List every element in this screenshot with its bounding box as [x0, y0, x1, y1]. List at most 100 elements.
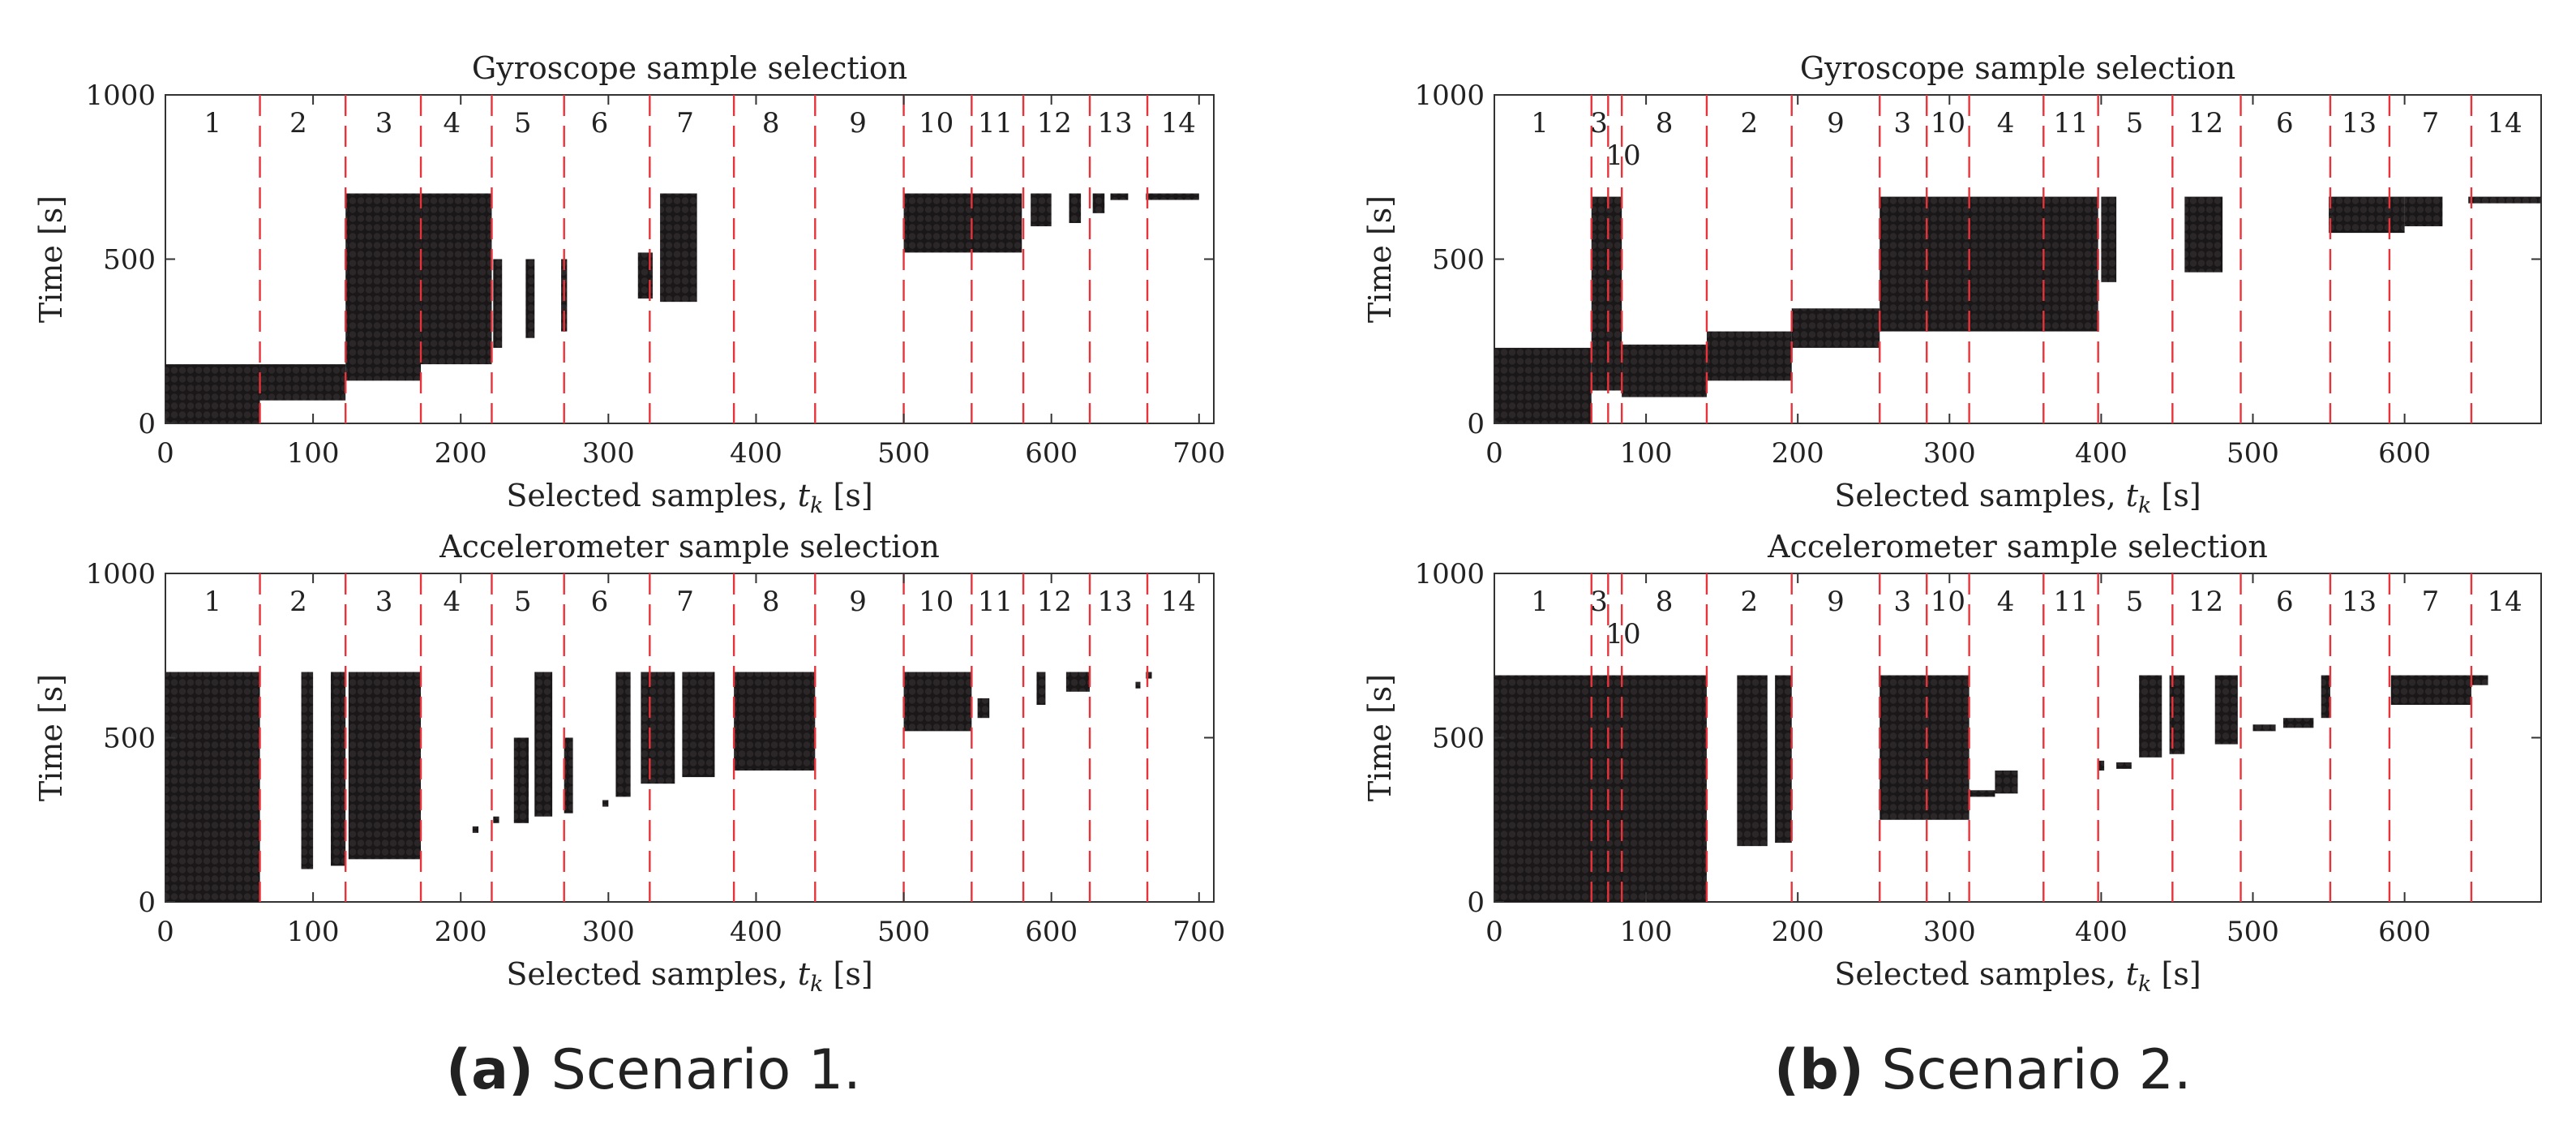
segment-label: 9	[1827, 107, 1845, 140]
chart-title: Gyroscope sample selection	[1800, 50, 2235, 86]
scenario1-gyroscope-panel: 1 2 3 4 5 6 7 8 9 10 11 12 13 140 100 200 300 400 500 600 70…	[33, 50, 1225, 518]
y-tick-label: 1000	[85, 79, 156, 112]
x-tick-label: 300	[582, 437, 635, 470]
sample-block	[2468, 196, 2541, 204]
sample-block	[903, 193, 1022, 253]
sample-block	[493, 259, 503, 348]
x-axis-label: Selected samples, tk [s]	[506, 478, 872, 518]
sample-block	[1622, 344, 1707, 397]
chart-title: Accelerometer sample selection	[1767, 529, 2268, 565]
sample-block	[1591, 196, 1622, 391]
segment-label: 8	[1656, 107, 1674, 140]
x-tick-label: 200	[435, 916, 487, 948]
x-tick-label: 400	[730, 437, 782, 470]
x-tick-label: 200	[435, 437, 487, 470]
x-tick-label: 700	[1172, 437, 1225, 470]
segment-label: 5	[514, 107, 532, 140]
sample-block	[2321, 675, 2330, 719]
y-tick-label: 0	[1467, 408, 1485, 440]
sample-block	[525, 259, 535, 338]
x-tick-label: 400	[2075, 437, 2128, 470]
segment-label: 9	[849, 107, 867, 140]
x-tick-label: 500	[2227, 916, 2279, 948]
sample-block	[301, 672, 314, 869]
x-tick-label: 600	[2378, 437, 2431, 470]
segment-label: 12	[2188, 107, 2223, 140]
segment-label: 4	[1997, 586, 2015, 618]
segment-label: 3	[1893, 586, 1911, 618]
segment-label: 4	[1997, 107, 2015, 140]
segment-label: 6	[2276, 586, 2294, 618]
x-tick-label: 300	[582, 916, 635, 948]
sample-block	[2116, 762, 2132, 769]
sample-block	[1092, 193, 1105, 213]
x-tick-label: 0	[1485, 916, 1503, 948]
segment-label: 12	[2188, 586, 2223, 618]
sample-block	[1146, 672, 1152, 679]
segment-label: 10	[1605, 618, 1640, 650]
y-tick-label: 1000	[1414, 79, 1485, 112]
sample-block	[493, 816, 499, 823]
sample-block	[1065, 672, 1091, 692]
segment-label: 10	[919, 107, 954, 140]
x-tick-label: 200	[1772, 437, 1824, 470]
segment-label: 2	[289, 586, 307, 618]
sample-block	[682, 672, 715, 778]
x-tick-label: 400	[730, 916, 782, 948]
segment-label: 2	[289, 107, 307, 140]
segment-label: 1	[204, 586, 221, 618]
sample-block	[1995, 771, 2018, 794]
chart-title: Accelerometer sample selection	[439, 529, 940, 565]
sample-block	[1879, 675, 1970, 820]
segment-label: 10	[919, 586, 954, 618]
segment-label: 10	[1931, 107, 1965, 140]
sample-block	[421, 193, 492, 365]
sample-block	[534, 672, 553, 817]
sample-block	[1135, 681, 1141, 689]
sample-block	[2390, 675, 2471, 705]
sample-block	[1791, 308, 1880, 348]
y-tick-label: 500	[1432, 723, 1485, 755]
segment-label: 5	[514, 586, 532, 618]
x-tick-label: 400	[2075, 916, 2128, 948]
segment-label: 13	[2342, 107, 2377, 140]
x-tick-label: 200	[1772, 916, 1824, 948]
sample-block	[1110, 193, 1129, 200]
segment-label: 8	[762, 586, 780, 618]
y-axis-label: Time [s]	[33, 195, 69, 323]
sample-block	[2101, 196, 2117, 282]
x-tick-label: 300	[1923, 437, 1976, 470]
chart-title: Gyroscope sample selection	[472, 50, 907, 86]
segment-label: 9	[1827, 586, 1845, 618]
sample-block	[1969, 790, 1995, 797]
x-tick-label: 500	[877, 916, 930, 948]
segment-label: 5	[2126, 107, 2144, 140]
y-tick-label: 0	[138, 887, 156, 919]
sample-block	[330, 672, 346, 866]
x-tick-label: 300	[1923, 916, 1976, 948]
x-tick-label: 700	[1172, 916, 1225, 948]
y-tick-label: 0	[1467, 887, 1485, 919]
sample-block	[513, 737, 529, 823]
x-axis-label: Selected samples, tk [s]	[1834, 478, 2201, 518]
sample-block	[734, 672, 816, 771]
segment-label: 13	[1097, 107, 1132, 140]
segment-label: 7	[676, 107, 694, 140]
caption-b-text: Scenario 2.	[1881, 1038, 2192, 1102]
y-axis-label: Time [s]	[1362, 674, 1398, 801]
segment-label: 3	[1590, 107, 1608, 140]
segment-label: 2	[1741, 586, 1759, 618]
segment-label: 14	[2487, 586, 2522, 618]
segment-label: 14	[1161, 107, 1196, 140]
y-tick-label: 0	[138, 408, 156, 440]
segment-label: 6	[591, 107, 609, 140]
sample-block	[903, 672, 972, 732]
segment-label: 7	[676, 586, 694, 618]
sample-block	[2329, 196, 2405, 234]
sample-block	[165, 672, 260, 902]
segment-label: 14	[1161, 586, 1196, 618]
segment-label: 1	[204, 107, 221, 140]
sample-block	[2282, 718, 2314, 728]
